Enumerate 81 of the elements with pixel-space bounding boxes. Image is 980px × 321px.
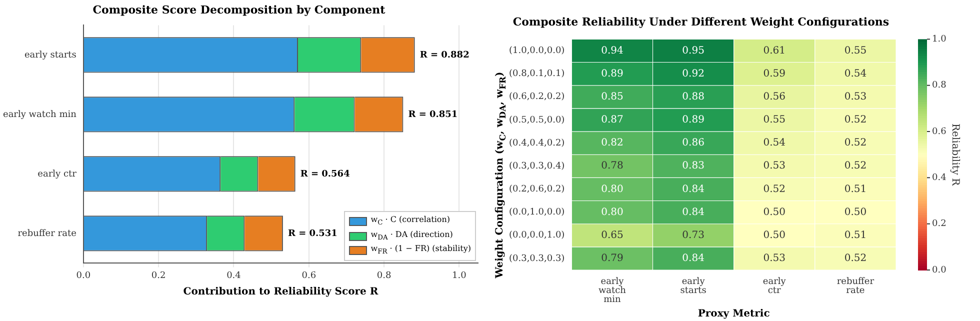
- total-label: R = 0.531: [288, 228, 338, 239]
- data-label: 0.88: [682, 91, 704, 102]
- x-tick-label: 0.0: [76, 270, 91, 281]
- legend-label: w$_{C}$ · C (correlation): [370, 214, 450, 229]
- total-label: R = 0.564: [300, 169, 350, 180]
- data-label: 0.84: [682, 206, 704, 218]
- data-label: 0.84: [682, 253, 704, 264]
- color-bar-label: 0.2: [932, 219, 946, 230]
- x-tick-label: early starts: [680, 276, 707, 296]
- data-label: 0.73: [682, 230, 704, 241]
- legend-label: w$_{DA}$ · DA (direction): [370, 228, 453, 244]
- data-label: 0.82: [601, 138, 624, 149]
- data-label: 0.87: [601, 114, 624, 126]
- total-label: R = 0.851: [408, 110, 458, 120]
- y-tick-label: (1.0,0.0,0.0): [508, 46, 565, 56]
- data-label: 0.52: [844, 138, 867, 149]
- y-tick-label: (0.0,1.0,0.0): [508, 208, 565, 218]
- data-label: 0.55: [763, 114, 786, 126]
- data-label: 0.50: [763, 206, 786, 218]
- x-tick-label: 0.4: [226, 270, 242, 281]
- data-label: 0.52: [844, 253, 867, 264]
- data-label: 0.54: [844, 68, 867, 80]
- y-tick-label: early starts: [24, 50, 77, 60]
- x-axis-title: Contribution to Reliability Score R: [183, 286, 379, 298]
- data-label: 0.56: [763, 91, 786, 102]
- color-bar-label: 0.4: [932, 173, 947, 184]
- data-label: 0.52: [763, 184, 786, 195]
- data-label: 0.83: [682, 160, 704, 172]
- data-label: 0.86: [682, 138, 704, 149]
- data-label: 0.53: [763, 160, 786, 172]
- data-label: 0.51: [844, 184, 867, 195]
- data-label: 0.65: [601, 230, 624, 241]
- data-label: 0.52: [844, 114, 867, 126]
- data-label: 0.50: [844, 206, 867, 218]
- y-tick-label: early ctr: [38, 169, 78, 180]
- y-tick-label: (0.8,0.1,0.1): [508, 69, 565, 80]
- y-tick-label: (0.3,0.3,0.3): [508, 254, 565, 264]
- x-tick-label: rebuffer rate: [836, 276, 875, 296]
- data-label: 0.78: [601, 160, 624, 172]
- data-label: 0.59: [763, 68, 786, 80]
- y-tick-label: early watch min: [2, 110, 77, 120]
- chart-title: Composite Score Decomposition by Component: [92, 3, 386, 16]
- x-tick-label: 0.8: [376, 270, 392, 281]
- legend-label: w$_{FR}$ · (1 − FR) (stability): [370, 243, 471, 258]
- x-tick-label: 1.0: [452, 270, 467, 281]
- y-tick-label: (0.2,0.6,0.2): [508, 184, 565, 195]
- y-tick-label: (0.5,0.5,0.0): [508, 115, 565, 126]
- data-label: 0.79: [601, 253, 624, 264]
- x-tick-label: early ctr: [762, 276, 787, 296]
- data-label: 0.54: [763, 138, 786, 149]
- data-label: 0.85: [601, 91, 624, 102]
- data-label: 0.89: [682, 114, 704, 126]
- data-label: 0.95: [682, 45, 704, 56]
- data-label: 0.80: [601, 184, 624, 195]
- chart-title: Composite Reliability Under Different Weight Configurations: [512, 15, 890, 28]
- data-label: 0.50: [763, 230, 786, 241]
- x-tick-label: 0.6: [302, 270, 316, 281]
- data-label: 0.92: [682, 68, 704, 80]
- data-label: 0.53: [763, 253, 786, 264]
- data-label: 0.61: [763, 45, 786, 56]
- color-bar-label: 0.8: [932, 80, 947, 91]
- y-tick-label: rebuffer rate: [18, 228, 76, 239]
- x-tick-label: 0.2: [151, 270, 166, 281]
- y-tick-label: (0.4,0.4,0.2): [508, 138, 565, 148]
- data-label: 0.89: [601, 68, 624, 80]
- y-tick-label: (0.3,0.3,0.4): [508, 161, 565, 172]
- data-label: 0.94: [601, 45, 624, 56]
- x-tick-label: early watch min: [598, 276, 626, 305]
- x-axis-title: Proxy Metric: [698, 308, 770, 320]
- y-tick-label: (0.0,0.0,1.0): [508, 230, 565, 241]
- data-label: 0.53: [844, 91, 867, 102]
- data-label: 0.55: [844, 45, 867, 56]
- color-bar-title: Reliability R: [949, 124, 960, 186]
- color-bar-label: 0.6: [932, 126, 947, 137]
- data-label: 0.80: [601, 206, 624, 218]
- data-label: 0.51: [844, 230, 867, 241]
- data-label: 0.52: [844, 160, 867, 172]
- color-bar-label: 1.0: [932, 34, 947, 45]
- y-tick-label: (0.6,0.2,0.2): [508, 92, 565, 102]
- total-label: R = 0.882: [420, 50, 470, 60]
- data-label: 0.84: [682, 184, 704, 195]
